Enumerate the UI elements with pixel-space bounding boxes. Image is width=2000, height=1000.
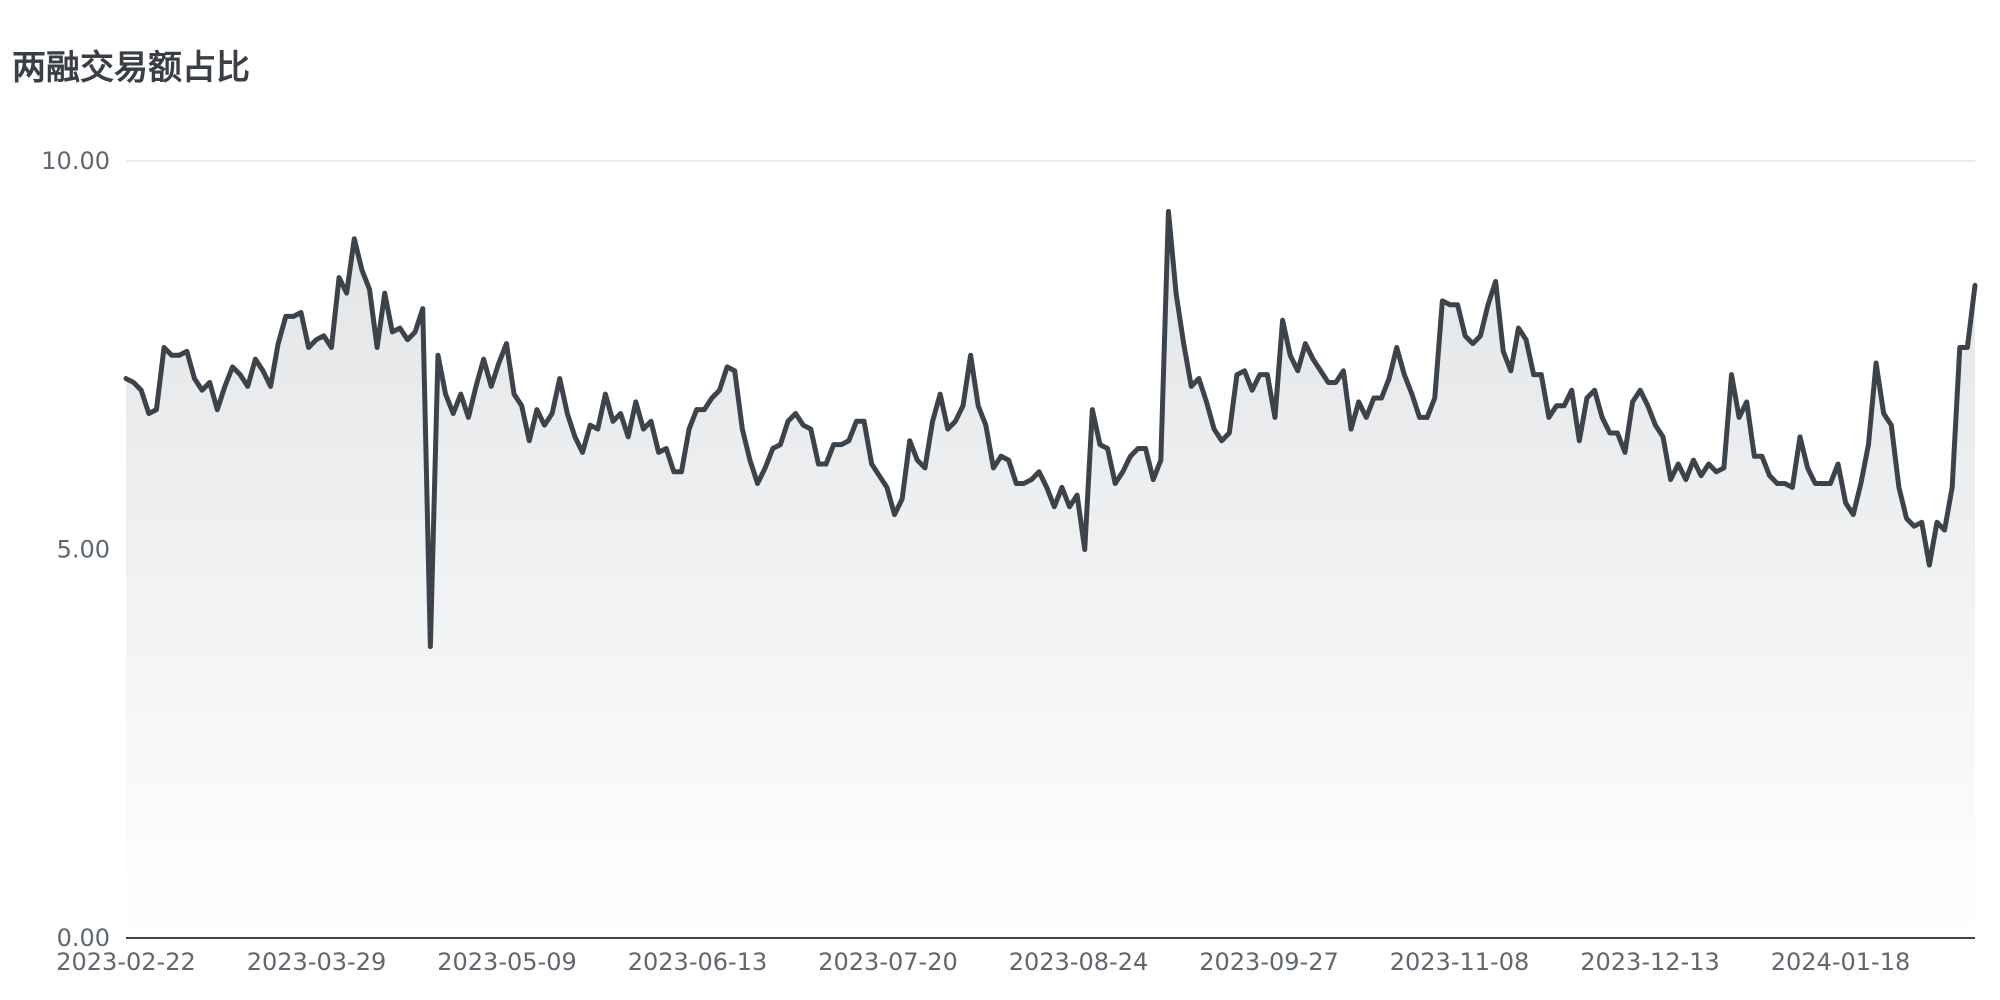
x-tick-label: 2023-05-09 xyxy=(437,948,576,976)
series-line xyxy=(123,209,1978,650)
x-tick-labels: 2023-02-22 2023-03-29 2023-05-09 2023-06-13… xyxy=(56,948,1910,976)
series-area xyxy=(126,211,1975,938)
y-tick-label: 5.00 xyxy=(57,536,110,564)
x-tick-label: 2023-11-08 xyxy=(1390,948,1529,976)
x-tick-label: 2024-01-18 xyxy=(1771,948,1910,976)
x-tick-label: 2023-09-27 xyxy=(1199,948,1338,976)
x-tick-label: 2023-03-29 xyxy=(247,948,386,976)
chart-title: 两融交易额占比 xyxy=(12,48,250,88)
series-area-group xyxy=(126,211,1975,938)
x-tick-label: 2023-08-24 xyxy=(1009,948,1148,976)
x-tick-label: 2023-12-13 xyxy=(1580,948,1719,976)
x-tick-label: 2023-06-13 xyxy=(628,948,767,976)
x-tick-label: 2023-02-22 xyxy=(56,948,195,976)
y-tick-label: 10.00 xyxy=(41,147,110,175)
y-tick-labels: 0.00 5.00 10.00 xyxy=(41,147,110,952)
y-tick-label: 0.00 xyxy=(57,924,110,952)
x-tick-label: 2023-07-20 xyxy=(818,948,957,976)
series-line-group xyxy=(123,209,1978,650)
